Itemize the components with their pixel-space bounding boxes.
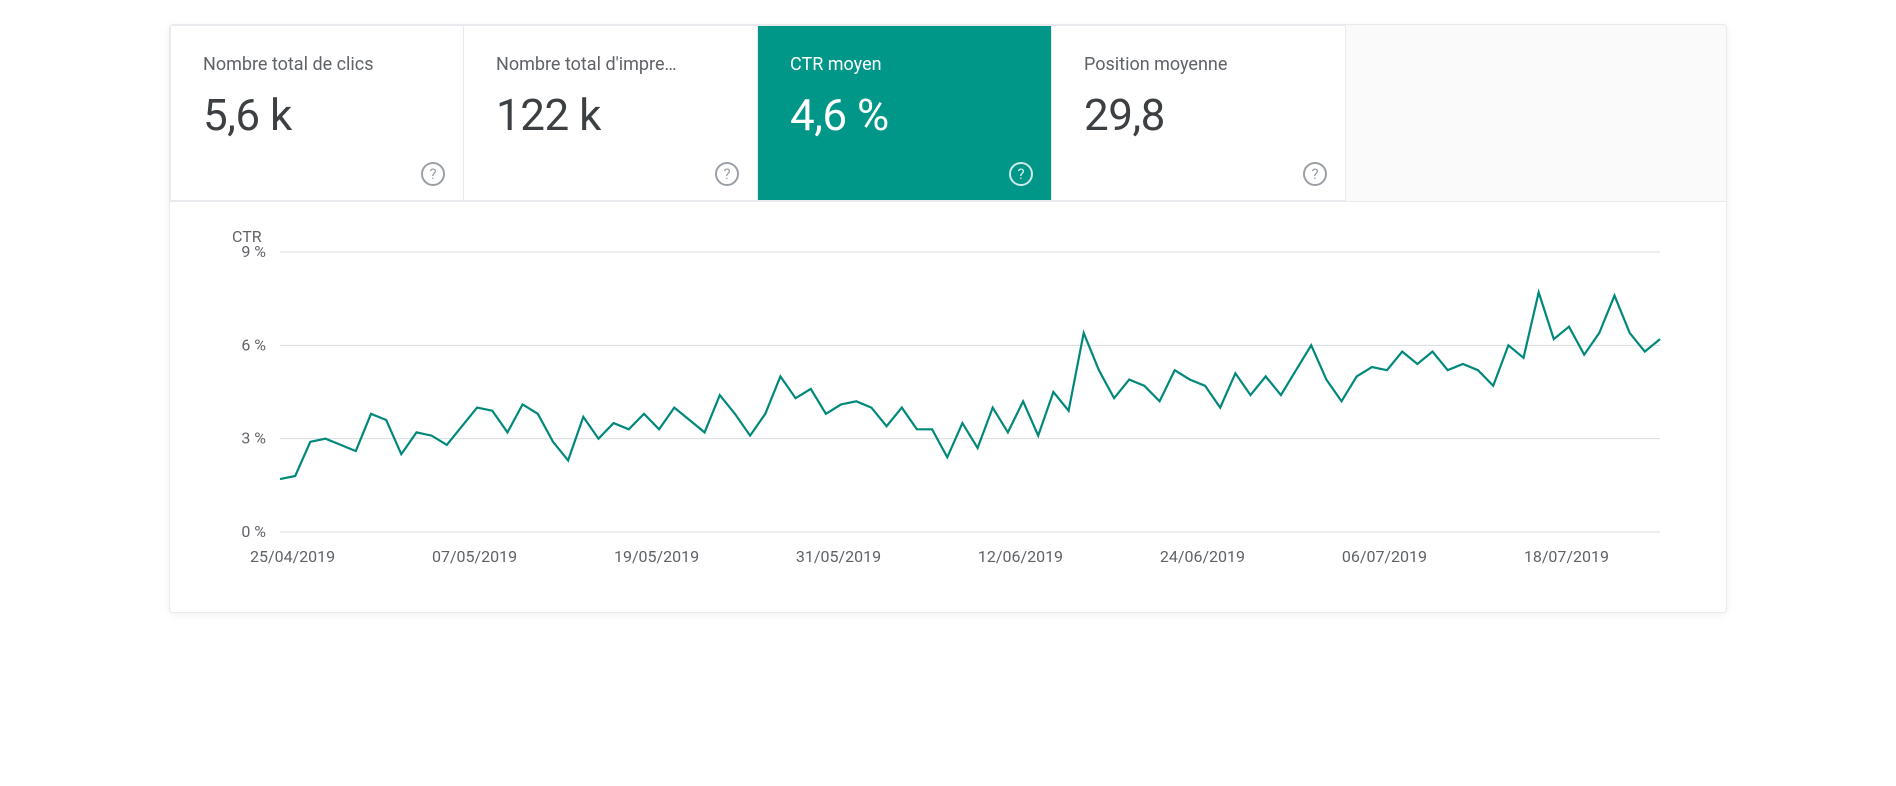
metric-title: Nombre total d'impre…: [496, 54, 725, 75]
analytics-dashboard: Nombre total de clics5,6 k?Nombre total …: [169, 24, 1727, 613]
help-icon[interactable]: ?: [421, 162, 445, 186]
ytick-label: 9 %: [241, 242, 266, 261]
xtick-label: 31/05/2019: [796, 547, 881, 566]
metric-title: Nombre total de clics: [203, 54, 431, 75]
xtick-label: 12/06/2019: [978, 547, 1063, 566]
xtick-label: 19/05/2019: [614, 547, 699, 566]
metric-value: 29,8: [1084, 89, 1313, 141]
ytick-label: 0 %: [241, 522, 266, 541]
ytick-label: 3 %: [241, 429, 266, 448]
metric-card-impressions[interactable]: Nombre total d'impre… 122 k?: [464, 25, 758, 201]
ytick-label: 6 %: [241, 335, 266, 354]
metric-card-ctr[interactable]: CTR moyen 4,6 %?: [758, 25, 1052, 201]
ctr-line-chart: CTR0 %3 %6 %9 %25/04/201907/05/201919/05…: [200, 222, 1680, 582]
xtick-label: 07/05/2019: [432, 547, 517, 566]
metric-card-clicks[interactable]: Nombre total de clics 5,6 k?: [170, 25, 464, 201]
xtick-label: 06/07/2019: [1342, 547, 1427, 566]
xtick-label: 18/07/2019: [1524, 547, 1609, 566]
metric-card-position[interactable]: Position moyenne 29,8?: [1052, 25, 1346, 201]
help-icon[interactable]: ?: [715, 162, 739, 186]
metric-title: Position moyenne: [1084, 54, 1313, 75]
ctr-chart-area: CTR0 %3 %6 %9 %25/04/201907/05/201919/05…: [170, 201, 1726, 612]
metric-cards-row: Nombre total de clics5,6 k?Nombre total …: [170, 25, 1726, 201]
xtick-label: 24/06/2019: [1160, 547, 1245, 566]
xtick-label: 25/04/2019: [250, 547, 335, 566]
metric-value: 5,6 k: [203, 89, 431, 141]
help-icon[interactable]: ?: [1009, 162, 1033, 186]
metric-value: 4,6 %: [790, 89, 1019, 141]
help-icon[interactable]: ?: [1303, 162, 1327, 186]
metric-value: 122 k: [496, 89, 725, 141]
ctr-line-series: [280, 292, 1660, 479]
metric-title: CTR moyen: [790, 54, 1019, 75]
